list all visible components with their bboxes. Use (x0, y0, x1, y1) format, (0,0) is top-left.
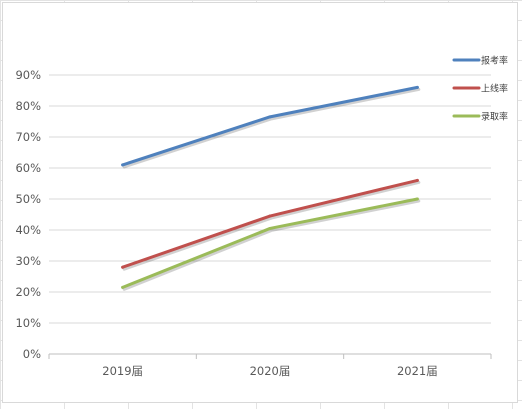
y-tick-label: 90% (15, 68, 41, 82)
data-point (121, 163, 125, 167)
series-line-3 (121, 197, 419, 289)
data-point (415, 197, 419, 201)
data-point (121, 285, 125, 289)
y-tick-label: 10% (15, 316, 41, 330)
y-tick-label: 20% (15, 285, 41, 299)
y-tick-label: 30% (15, 254, 41, 268)
chart-area[interactable]: 0% 10% 20% 30% 40% 50% 60% 70% 80% 90% 2019届 2020届 2… (2, 2, 518, 403)
line-chart: 0% 10% 20% 30% 40% 50% 60% 70% 80% 90% 2019届 2020届 2… (15, 55, 508, 379)
y-tick-label: 80% (15, 99, 41, 113)
data-point (415, 178, 419, 182)
legend-label: 录取率 (481, 111, 508, 123)
legend-label: 上线率 (481, 83, 508, 95)
data-point (268, 115, 272, 119)
x-tick-label: 2019届 (102, 364, 143, 378)
legend-label: 报考率 (481, 55, 508, 67)
data-point (415, 85, 419, 89)
y-tick-label: 50% (15, 192, 41, 206)
y-tick-label: 70% (15, 130, 41, 144)
series-line-shadow (122, 199, 421, 291)
data-point (268, 226, 272, 230)
series-line-shadow (122, 87, 421, 169)
x-tick-label: 2020届 (250, 364, 291, 378)
data-point (268, 214, 272, 218)
y-tick-label: 0% (23, 347, 41, 361)
x-tick-label: 2021届 (397, 364, 438, 378)
data-point (121, 265, 125, 269)
y-tick-label: 40% (15, 223, 41, 237)
series-line-shadow (122, 180, 421, 271)
y-tick-label: 60% (15, 161, 41, 175)
